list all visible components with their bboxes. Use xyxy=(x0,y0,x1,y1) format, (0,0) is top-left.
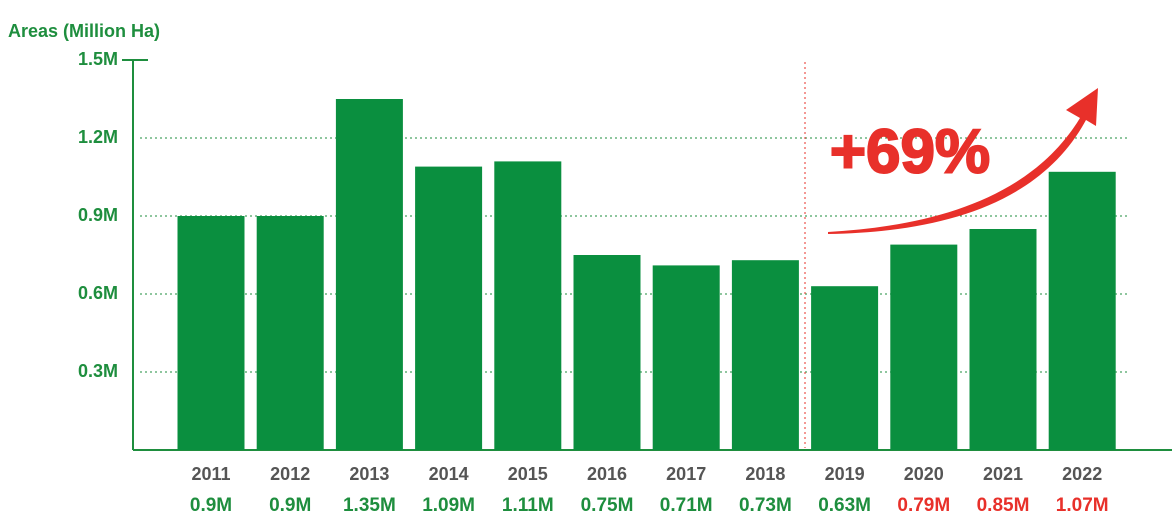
y-tick-label: 0.3M xyxy=(78,361,118,381)
bar xyxy=(652,265,720,450)
x-tick-label: 2015 xyxy=(508,464,548,484)
x-tick-label: 2011 xyxy=(191,464,230,484)
value-label: 1.11M xyxy=(502,495,554,516)
x-tick-label: 2020 xyxy=(904,464,944,484)
value-label: 0.79M xyxy=(897,495,950,516)
x-tick-label: 2022 xyxy=(1062,464,1102,484)
bar xyxy=(890,244,958,450)
x-tick-label: 2017 xyxy=(666,464,706,484)
value-label: 0.85M xyxy=(977,495,1030,516)
x-tick-label: 2012 xyxy=(270,464,310,484)
x-tick-label: 2019 xyxy=(825,464,865,484)
value-label: 1.35M xyxy=(343,495,396,516)
y-tick-label: 0.9M xyxy=(78,205,118,225)
bar xyxy=(256,216,324,450)
value-label: 0.75M xyxy=(581,495,634,516)
value-label: 1.09M xyxy=(422,495,475,516)
bar xyxy=(494,161,562,450)
bar xyxy=(1048,171,1116,451)
value-label: 0.73M xyxy=(739,495,792,516)
bar xyxy=(415,166,483,450)
value-label: 1.07M xyxy=(1056,495,1109,516)
bar xyxy=(731,260,799,450)
bar xyxy=(573,255,641,450)
y-tick-label: 1.5M xyxy=(78,49,118,69)
value-label: 0.71M xyxy=(660,495,713,516)
x-tick-label: 2013 xyxy=(349,464,389,484)
bar xyxy=(177,216,245,450)
bar xyxy=(335,99,403,450)
y-tick-label: 0.6M xyxy=(78,283,118,303)
value-label: 0.9M xyxy=(190,495,232,516)
y-axis-label: Areas (Million Ha) xyxy=(8,21,160,41)
x-tick-label: 2018 xyxy=(745,464,785,484)
bar xyxy=(969,229,1037,450)
value-label: 0.63M xyxy=(818,495,871,516)
x-tick-label: 2014 xyxy=(429,464,469,484)
bar xyxy=(811,286,879,450)
value-label: 0.9M xyxy=(269,495,311,516)
annotation: +69% xyxy=(830,117,990,186)
x-tick-label: 2021 xyxy=(983,464,1023,484)
y-tick-label: 1.2M xyxy=(78,127,118,147)
x-tick-label: 2016 xyxy=(587,464,627,484)
